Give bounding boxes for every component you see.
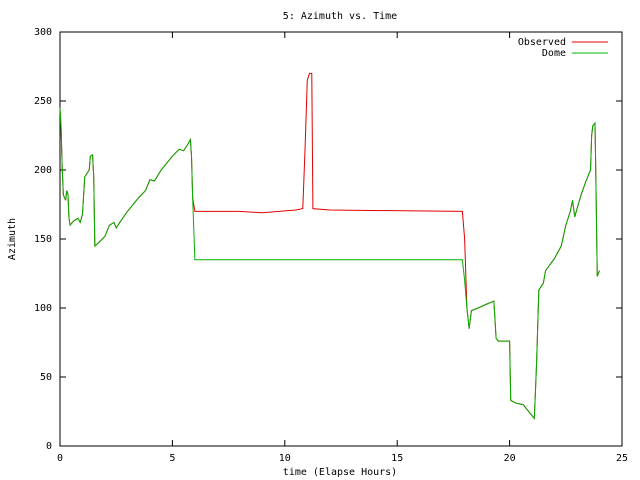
x-tick-label: 5 (169, 453, 175, 464)
legend-label: Observed (518, 37, 566, 48)
y-tick-label: 50 (40, 372, 52, 383)
y-tick-label: 200 (34, 165, 52, 176)
chart-title: 5: Azimuth vs. Time (283, 11, 397, 22)
x-tick-label: 20 (504, 453, 516, 464)
plot-border (59, 31, 623, 447)
y-tick-label: 300 (34, 27, 52, 38)
x-axis-label: time (Elapse Hours) (283, 467, 397, 478)
x-tick-label: 15 (391, 453, 403, 464)
y-tick-label: 100 (34, 303, 52, 314)
legend-label: Dome (542, 48, 566, 59)
y-axis-label: Azimuth (7, 218, 18, 260)
series-line (59, 107, 600, 420)
y-tick-label: 250 (34, 96, 52, 107)
x-tick-label: 10 (279, 453, 291, 464)
y-tick-label: 0 (46, 441, 52, 452)
x-tick-label: 0 (57, 453, 63, 464)
series-line (59, 72, 600, 420)
y-tick-label: 150 (34, 234, 52, 245)
x-tick-label: 25 (616, 453, 628, 464)
